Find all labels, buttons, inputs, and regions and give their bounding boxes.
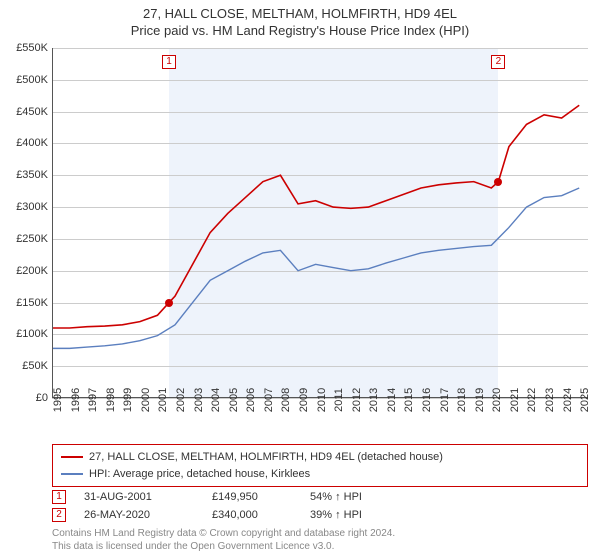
x-tick-label: 2003 xyxy=(193,388,205,412)
chart-lines xyxy=(52,48,588,398)
transaction-date: 31-AUG-2001 xyxy=(84,491,194,503)
legend-row: HPI: Average price, detached house, Kirk… xyxy=(61,466,579,483)
x-tick-label: 1998 xyxy=(105,388,117,412)
marker-dot-2 xyxy=(494,178,502,186)
transaction-date: 26-MAY-2020 xyxy=(84,509,194,521)
y-tick-label: £150K xyxy=(0,297,48,309)
x-tick-label: 2006 xyxy=(245,388,257,412)
x-tick-label: 2022 xyxy=(526,388,538,412)
y-tick-label: £550K xyxy=(0,42,48,54)
x-tick-label: 1999 xyxy=(122,388,134,412)
x-tick-label: 2004 xyxy=(210,388,222,412)
x-tick-label: 2014 xyxy=(386,388,398,412)
chart-title: 27, HALL CLOSE, MELTHAM, HOLMFIRTH, HD9 … xyxy=(0,0,600,23)
x-tick-label: 2016 xyxy=(421,388,433,412)
y-tick-label: £100K xyxy=(0,328,48,340)
x-tick-label: 2017 xyxy=(439,388,451,412)
x-tick-label: 2000 xyxy=(140,388,152,412)
marker-box-1: 1 xyxy=(162,55,176,69)
legend-row: 27, HALL CLOSE, MELTHAM, HOLMFIRTH, HD9 … xyxy=(61,449,579,466)
y-axis xyxy=(52,48,53,398)
chart-legend: 27, HALL CLOSE, MELTHAM, HOLMFIRTH, HD9 … xyxy=(52,444,588,487)
x-tick-label: 2025 xyxy=(579,388,591,412)
marker-dot-1 xyxy=(165,299,173,307)
x-tick-label: 2021 xyxy=(509,388,521,412)
legend-label: 27, HALL CLOSE, MELTHAM, HOLMFIRTH, HD9 … xyxy=(89,449,443,466)
y-tick-label: £300K xyxy=(0,201,48,213)
y-tick-label: £350K xyxy=(0,169,48,181)
x-tick-label: 2009 xyxy=(298,388,310,412)
x-tick-label: 2001 xyxy=(157,388,169,412)
y-tick-label: £400K xyxy=(0,137,48,149)
marker-box-2: 2 xyxy=(491,55,505,69)
x-tick-label: 2023 xyxy=(544,388,556,412)
x-tick-label: 2012 xyxy=(351,388,363,412)
y-tick-label: £200K xyxy=(0,265,48,277)
transaction-price: £149,950 xyxy=(212,491,292,503)
legend-swatch xyxy=(61,456,83,458)
x-tick-label: 2008 xyxy=(280,388,292,412)
x-tick-label: 2024 xyxy=(562,388,574,412)
x-tick-label: 1996 xyxy=(70,388,82,412)
y-tick-label: £450K xyxy=(0,106,48,118)
legend-label: HPI: Average price, detached house, Kirk… xyxy=(89,466,310,483)
chart-subtitle: Price paid vs. HM Land Registry's House … xyxy=(0,23,600,42)
transaction-pct: 54% ↑ HPI xyxy=(310,491,400,503)
y-tick-label: £50K xyxy=(0,360,48,372)
y-tick-label: £0 xyxy=(0,392,48,404)
x-tick-label: 2007 xyxy=(263,388,275,412)
transaction-price: £340,000 xyxy=(212,509,292,521)
transaction-marker: 1 xyxy=(52,490,66,504)
x-tick-label: 2018 xyxy=(456,388,468,412)
x-tick-label: 2015 xyxy=(403,388,415,412)
series-price_paid xyxy=(52,105,579,328)
footer-line-2: This data is licensed under the Open Gov… xyxy=(52,541,395,554)
x-tick-label: 1997 xyxy=(87,388,99,412)
transaction-pct: 39% ↑ HPI xyxy=(310,509,400,521)
x-tick-label: 1995 xyxy=(52,388,64,412)
footer-line-1: Contains HM Land Registry data © Crown c… xyxy=(52,528,395,541)
chart-footer: Contains HM Land Registry data © Crown c… xyxy=(52,528,395,553)
x-tick-label: 2010 xyxy=(316,388,328,412)
x-tick-label: 2013 xyxy=(368,388,380,412)
x-tick-label: 2011 xyxy=(333,388,345,412)
x-tick-label: 2019 xyxy=(474,388,486,412)
transaction-marker: 2 xyxy=(52,508,66,522)
transaction-table: 1 31-AUG-2001 £149,950 54% ↑ HPI 2 26-MAY-202… xyxy=(52,488,400,524)
x-tick-label: 2020 xyxy=(491,388,503,412)
series-hpi xyxy=(52,188,579,348)
transaction-row: 2 26-MAY-2020 £340,000 39% ↑ HPI xyxy=(52,506,400,524)
transaction-row: 1 31-AUG-2001 £149,950 54% ↑ HPI xyxy=(52,488,400,506)
x-tick-label: 2005 xyxy=(228,388,240,412)
legend-swatch xyxy=(61,473,83,475)
y-tick-label: £250K xyxy=(0,233,48,245)
chart-plot-area: 12 £0£50K£100K£150K£200K£250K£300K£350K£… xyxy=(52,48,588,398)
chart-container: 27, HALL CLOSE, MELTHAM, HOLMFIRTH, HD9 … xyxy=(0,0,600,560)
x-tick-label: 2002 xyxy=(175,388,187,412)
y-tick-label: £500K xyxy=(0,74,48,86)
